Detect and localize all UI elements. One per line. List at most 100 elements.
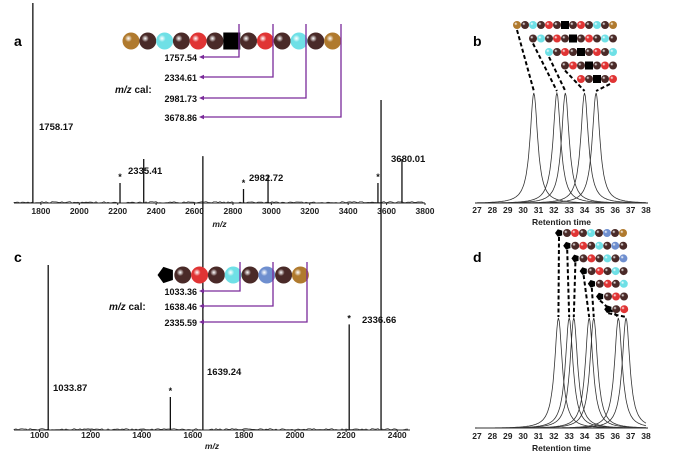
bead-b <box>561 62 569 70</box>
bead-b <box>553 35 561 43</box>
panel-label-c: c <box>14 249 22 265</box>
x-tick-label-b: 29 <box>503 205 513 215</box>
impurity-marker: * <box>376 172 380 182</box>
x-tick-label-d: 36 <box>611 431 621 441</box>
bead-dark <box>275 267 292 284</box>
bead-d <box>596 280 604 288</box>
cal-value-a-0: 1757.54 <box>164 53 197 63</box>
x-tick-label-a: 3800 <box>416 206 435 216</box>
fragment-bracket-a-1 <box>202 24 273 77</box>
bead-b <box>537 35 545 43</box>
bead-d <box>595 242 603 250</box>
bead-b <box>561 21 569 29</box>
peak-label-2335: 2335.41 <box>128 166 163 177</box>
bead-b <box>585 35 593 43</box>
x-tick-label-a: 2200 <box>108 206 127 216</box>
bead-dark <box>173 33 190 50</box>
x-tick-label-d: 29 <box>503 431 513 441</box>
bead-dark <box>139 33 156 50</box>
peak-label-1033: 1033.87 <box>53 383 87 394</box>
bead-d <box>619 242 627 250</box>
x-tick-label-a: 3200 <box>300 206 319 216</box>
bead-d <box>619 229 627 237</box>
dashed-connector-b <box>549 57 565 91</box>
bead-b <box>529 35 537 43</box>
bead-d <box>595 229 603 237</box>
dashed-connector-d <box>592 288 594 317</box>
bead-b <box>593 62 601 70</box>
chromatogram-peak-d <box>477 318 646 428</box>
bead-dark <box>274 33 291 50</box>
bead-b <box>601 75 609 83</box>
x-tick-label-b: 33 <box>564 205 574 215</box>
bead-dark <box>207 33 224 50</box>
bead-d <box>571 255 578 263</box>
x-tick-label-a: 2600 <box>185 206 204 216</box>
bead-d <box>604 267 612 275</box>
x-tick-label-b: 37 <box>626 205 636 215</box>
pentagon-cap <box>158 267 173 283</box>
bead-b <box>577 75 585 83</box>
x-tick-label-a: 2000 <box>70 206 89 216</box>
bead-d <box>587 242 595 250</box>
impurity-marker: * <box>242 178 246 188</box>
x-tick-label-b: 36 <box>611 205 621 215</box>
x-axis-label-d: Retention time <box>532 443 591 453</box>
x-tick-label-d: 31 <box>534 431 544 441</box>
peak-label-1758: 1758.17 <box>39 122 73 133</box>
bead-b <box>513 21 521 29</box>
x-tick-label-c: 1000 <box>30 430 49 440</box>
bead-b <box>577 62 585 70</box>
bead-cyan <box>291 33 308 50</box>
bead-red <box>257 33 274 50</box>
bead-d <box>579 254 587 262</box>
chromatogram-peak-d <box>477 318 646 428</box>
bead-b <box>553 21 561 29</box>
x-axis-label-c: m/z <box>205 441 220 451</box>
bead-d <box>611 254 619 262</box>
bead-d <box>596 293 603 301</box>
x-tick-label-c: 2200 <box>337 430 356 440</box>
x-tick-label-c: 1200 <box>81 430 100 440</box>
bead-d <box>596 267 604 275</box>
bead-d <box>603 254 611 262</box>
bead-b <box>545 21 553 29</box>
bead-d <box>571 242 579 250</box>
x-tick-label-c: 2400 <box>388 430 407 440</box>
bead-b <box>529 21 537 29</box>
bead-d <box>604 293 612 301</box>
bead-d <box>579 242 587 250</box>
impurity-marker: * <box>169 386 173 396</box>
x-tick-label-c: 1800 <box>234 430 253 440</box>
chromatogram-peak-d <box>477 318 646 428</box>
arrow-head <box>199 55 204 59</box>
bead-b <box>577 21 585 29</box>
bead-d <box>611 229 619 237</box>
x-tick-label-d: 28 <box>488 431 498 441</box>
bead-b <box>601 21 609 29</box>
bead-d <box>604 280 612 288</box>
bead-d <box>563 229 571 237</box>
x-tick-label-d: 38 <box>641 431 651 441</box>
dashed-connector-d <box>567 250 569 317</box>
bead-b <box>601 62 609 70</box>
bead-b <box>569 21 577 29</box>
bead-dark <box>208 267 225 284</box>
x-tick-label-a: 3000 <box>262 206 281 216</box>
bead-d <box>620 305 628 313</box>
x-tick-label-a: 3400 <box>339 206 358 216</box>
x-tick-label-c: 1400 <box>132 430 151 440</box>
bead-d <box>612 305 620 313</box>
dashed-connector-d <box>584 275 590 317</box>
dashed-connector-d <box>574 262 576 317</box>
bead-d <box>620 293 628 301</box>
x-tick-label-c: 1600 <box>183 430 202 440</box>
bead-d <box>603 242 611 250</box>
bead-b <box>593 48 601 56</box>
bead-b <box>537 21 545 29</box>
x-tick-label-b: 35 <box>595 205 605 215</box>
bead-d <box>620 267 628 275</box>
bead-cyan <box>225 267 242 284</box>
peak-label-3680: 3680.01 <box>391 154 426 165</box>
x-tick-label-d: 32 <box>549 431 559 441</box>
